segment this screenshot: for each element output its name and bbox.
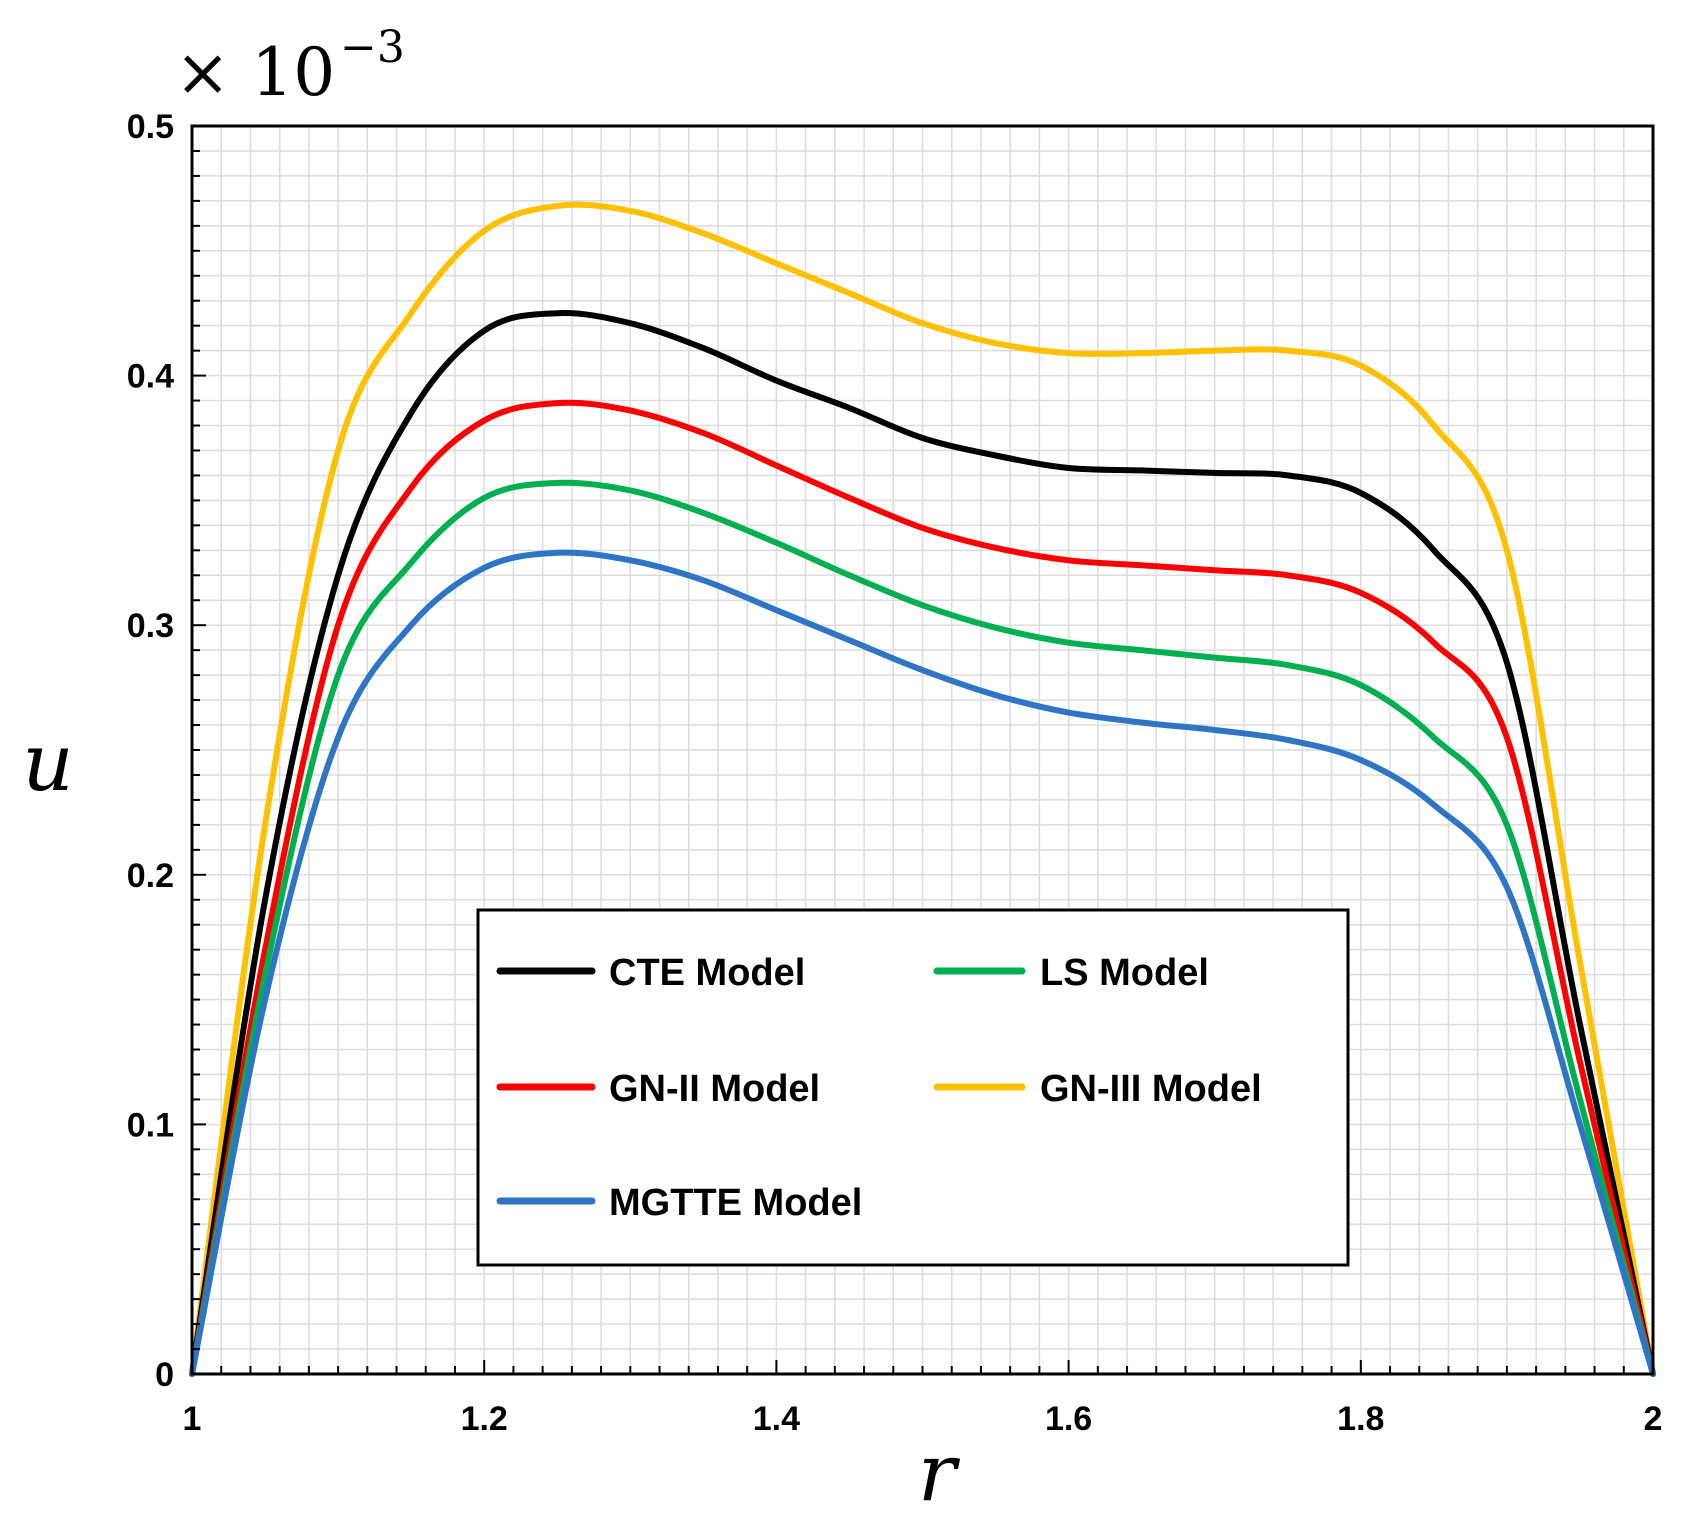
legend-label: GN-III Model (1040, 1068, 1262, 1110)
legend-item-gn2: GN-II Model (496, 1068, 820, 1110)
x-tick-label: 1.4 (753, 1400, 800, 1438)
legend-item-mgtte: MGTTE Model (496, 1182, 862, 1224)
multiplier-base: × 10 (175, 34, 335, 111)
series-lines (189, 201, 1656, 1377)
series-line-gn-iii-model (189, 201, 1656, 1377)
legend: CTE Model LS Model GN-II Model GN-III Mo… (476, 908, 1350, 1267)
y-tick-label: 0.2 (127, 857, 174, 895)
legend-label: CTE Model (609, 952, 805, 994)
multiplier-exponent: −3 (340, 22, 405, 73)
y-tick-label: 0.4 (127, 358, 174, 396)
legend-box (476, 908, 1350, 1267)
series-line-gn-ii-model (189, 399, 1656, 1377)
x-tick-label: 1.8 (1337, 1400, 1384, 1438)
x-tick-label: 1 (183, 1400, 202, 1438)
x-tick-label: 2 (1644, 1400, 1663, 1438)
legend-label: GN-II Model (609, 1068, 820, 1110)
y-tick-label: 0.1 (127, 1106, 174, 1144)
legend-item-gn3: GN-III Model (933, 1068, 1262, 1110)
y-tick-label: 0.5 (127, 108, 174, 146)
legend-label: MGTTE Model (609, 1182, 862, 1224)
legend-label: LS Model (1040, 952, 1209, 994)
series-line-ls-model (189, 479, 1656, 1377)
series-line-cte-model (189, 310, 1656, 1377)
x-tick-label: 1.2 (461, 1400, 508, 1438)
y-tick-label: 0 (155, 1356, 174, 1394)
axis-ticks (191, 125, 1654, 1375)
x-axis-label: r (918, 1426, 961, 1519)
tick-labels: 1 1.2 1.4 1.6 1.8 2 0 0.1 0.2 0.3 0.4 0.5 (127, 108, 1663, 1438)
multiplier-label: × 10 −3 (175, 22, 405, 111)
series-line-mgtte-model (189, 549, 1656, 1377)
y-tick-label: 0.3 (127, 607, 174, 645)
x-tick-label: 1.6 (1045, 1400, 1092, 1438)
legend-item-cte: CTE Model (496, 952, 805, 994)
y-axis-label: u (22, 716, 74, 809)
legend-item-ls: LS Model (933, 952, 1209, 994)
